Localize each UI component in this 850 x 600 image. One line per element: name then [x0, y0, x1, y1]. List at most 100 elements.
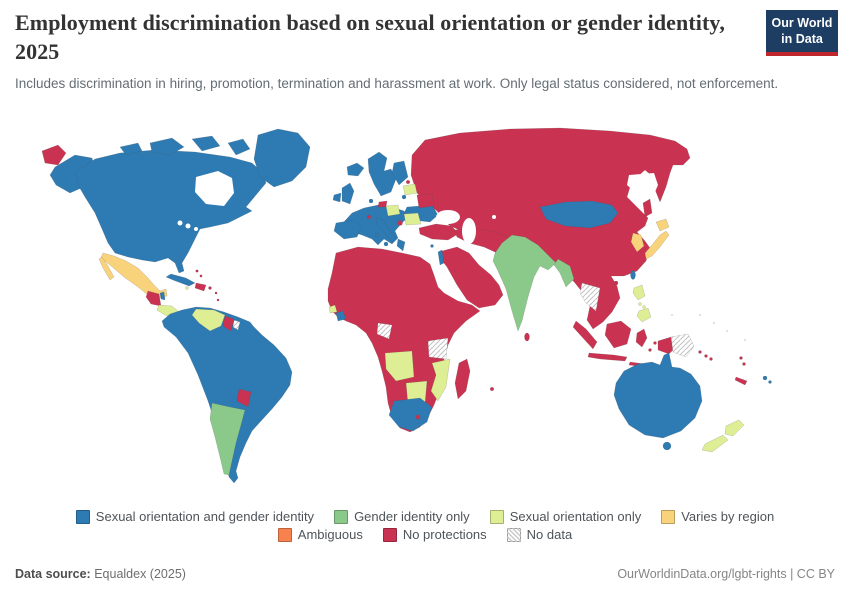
- region-arabia[interactable]: [439, 246, 504, 309]
- region-latvia[interactable]: [402, 183, 418, 196]
- region-ireland[interactable]: [332, 192, 342, 203]
- region-arctic-islands[interactable]: [149, 137, 185, 156]
- region-lesotho[interactable]: [415, 414, 421, 420]
- region-united-kingdom[interactable]: [341, 182, 355, 205]
- region-baja-california[interactable]: [98, 256, 115, 281]
- region-myanmar[interactable]: [553, 258, 575, 288]
- region-romania[interactable]: [403, 212, 422, 226]
- region-denmark[interactable]: [368, 198, 374, 204]
- region-maluku[interactable]: [648, 348, 652, 352]
- region-switzerland[interactable]: [366, 214, 372, 220]
- region-belarus[interactable]: [416, 193, 435, 209]
- region-serbia[interactable]: [397, 220, 403, 226]
- legend-item-none[interactable]: No protections: [382, 527, 487, 542]
- region-vanuatu[interactable]: [739, 356, 743, 360]
- region-mongolia[interactable]: [539, 200, 619, 229]
- region-mauritius[interactable]: [489, 386, 495, 392]
- legend-item-ambiguous[interactable]: Ambiguous: [277, 527, 363, 542]
- region-papua-new-guinea[interactable]: [670, 333, 695, 358]
- region-italy[interactable]: [375, 216, 397, 243]
- region-java[interactable]: [587, 352, 628, 362]
- region-new-zealand[interactable]: [724, 419, 745, 437]
- region-philippines[interactable]: [632, 284, 646, 301]
- region-madagascar[interactable]: [454, 358, 471, 400]
- region-guatemala[interactable]: [145, 290, 162, 307]
- region-tanzania-area[interactable]: [427, 337, 449, 360]
- region-philippines[interactable]: [638, 302, 642, 306]
- region-hainan[interactable]: [613, 280, 619, 286]
- region-israel[interactable]: [437, 249, 445, 266]
- region-japan[interactable]: [644, 230, 670, 260]
- region-spain[interactable]: [333, 219, 363, 240]
- region-sierra-leone[interactable]: [328, 304, 338, 314]
- region-arctic-islands[interactable]: [227, 138, 251, 156]
- region-fiji[interactable]: [768, 380, 772, 384]
- region-australia[interactable]: [613, 352, 703, 439]
- region-sri-lanka[interactable]: [524, 332, 530, 342]
- region-lesser-antilles[interactable]: [216, 298, 220, 302]
- region-sulawesi[interactable]: [635, 328, 648, 348]
- region-taiwan[interactable]: [630, 270, 636, 280]
- region-vanuatu[interactable]: [742, 362, 746, 366]
- region-sicily[interactable]: [383, 241, 389, 247]
- region-lithuania[interactable]: [401, 194, 407, 200]
- region-puerto-rico[interactable]: [208, 286, 212, 290]
- region-sumatra[interactable]: [572, 320, 598, 350]
- region-south-korea[interactable]: [630, 232, 645, 253]
- region-solomon-islands[interactable]: [709, 357, 713, 361]
- region-finland[interactable]: [391, 160, 409, 186]
- region-solomon-islands[interactable]: [698, 350, 702, 354]
- region-guyana[interactable]: [222, 315, 235, 332]
- region-greece[interactable]: [396, 238, 406, 252]
- region-liberia[interactable]: [335, 310, 347, 322]
- legend-item-gender-only[interactable]: Gender identity only: [334, 509, 470, 524]
- region-tasmania[interactable]: [662, 441, 672, 451]
- region-arctic-islands[interactable]: [119, 142, 143, 156]
- region-cuba[interactable]: [165, 273, 196, 287]
- region-estonia[interactable]: [405, 179, 411, 185]
- region-bahamas[interactable]: [195, 269, 199, 273]
- region-jamaica[interactable]: [185, 286, 189, 290]
- region-india-pakistan[interactable]: [492, 234, 557, 332]
- legend-item-orientation-only[interactable]: Sexual orientation only: [489, 509, 641, 524]
- region-new-caledonia[interactable]: [734, 376, 748, 386]
- legend-item-sogi[interactable]: Sexual orientation and gender identity: [75, 509, 314, 524]
- owid-logo[interactable]: Our World in Data: [766, 10, 838, 57]
- region-mexico[interactable]: [100, 252, 168, 299]
- region-fiji[interactable]: [762, 375, 768, 381]
- region-sakhalin[interactable]: [642, 198, 653, 218]
- region-new-zealand[interactable]: [701, 434, 729, 453]
- region-arctic-islands[interactable]: [191, 135, 221, 152]
- region-venezuela[interactable]: [191, 308, 226, 332]
- region-belize[interactable]: [159, 291, 166, 301]
- region-czechia[interactable]: [377, 200, 388, 208]
- region-gabon-area[interactable]: [376, 322, 393, 340]
- region-iceland[interactable]: [346, 162, 365, 177]
- region-south-america[interactable]: [161, 306, 293, 484]
- region-paraguay[interactable]: [236, 388, 252, 408]
- region-solomon-islands[interactable]: [704, 354, 708, 358]
- region-suriname[interactable]: [232, 319, 241, 331]
- region-maluku[interactable]: [653, 341, 657, 345]
- region-greenland[interactable]: [253, 128, 311, 188]
- region-south-africa[interactable]: [388, 397, 433, 432]
- footer-link[interactable]: OurWorldinData.org/lgbt-rights | CC BY: [617, 567, 835, 581]
- region-angola[interactable]: [384, 350, 415, 382]
- legend-item-varies[interactable]: Varies by region: [661, 509, 774, 524]
- region-austria-hungary[interactable]: [385, 204, 401, 217]
- region-sardinia[interactable]: [374, 232, 380, 238]
- region-haiti-dominican-republic[interactable]: [194, 282, 207, 292]
- region-philippines[interactable]: [636, 307, 652, 323]
- region-africa[interactable]: [327, 246, 481, 433]
- legend-item-no-data[interactable]: No data: [506, 527, 572, 542]
- region-cyprus[interactable]: [430, 244, 434, 248]
- region-bahamas[interactable]: [199, 274, 203, 278]
- region-turkey[interactable]: [418, 223, 459, 241]
- region-chukotka[interactable]: [41, 144, 67, 166]
- region-borneo[interactable]: [604, 320, 632, 349]
- region-scandinavia[interactable]: [367, 151, 397, 197]
- region-argentina[interactable]: [209, 402, 246, 476]
- region-thailand[interactable]: [579, 282, 601, 312]
- region-philippines[interactable]: [642, 305, 646, 309]
- region-mozambique[interactable]: [430, 358, 451, 402]
